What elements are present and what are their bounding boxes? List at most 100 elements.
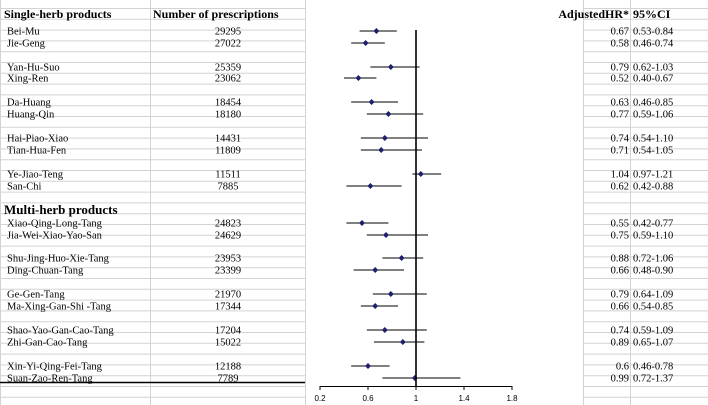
row-adjusted-hr: 0.74	[611, 134, 630, 145]
row-name: Hai-Piao-Xiao	[7, 134, 68, 145]
row-adjusted-hr: 0.77	[611, 110, 629, 121]
row-adjusted-hr: 0.71	[611, 146, 629, 157]
hr-point-marker	[387, 291, 394, 297]
row-ci: 0.65-1.07	[633, 338, 673, 349]
table-rows: Bei-Mu 29295 0.67 0.53-0.84 Jie-Geng 27022 0.5…	[7, 27, 674, 385]
hr-point-marker	[367, 183, 374, 189]
row-name: Ye-Jiao-Teng	[7, 170, 64, 181]
row-name: Yan-Hu-Suo	[7, 63, 60, 74]
hr-point-marker	[372, 267, 379, 273]
row-adjusted-hr: 0.75	[611, 231, 629, 242]
x-tick-label: 1.4	[458, 394, 470, 403]
x-tick-label: 1	[414, 394, 419, 403]
row-adjusted-hr: 0.55	[611, 219, 629, 230]
section-title-multi-herb: Multi-herb products	[4, 202, 118, 217]
row-name: Jie-Geng	[7, 39, 46, 50]
row-adjusted-hr: 0.88	[611, 254, 629, 265]
row-prescriptions: 14431	[215, 134, 241, 145]
row-name: Ma-Xing-Gan-Shi -Tang	[7, 302, 112, 313]
header-95ci: 95%CI	[633, 7, 671, 21]
hr-point-marker	[359, 220, 365, 226]
hr-point-marker	[398, 255, 405, 261]
row-prescriptions: 11809	[215, 146, 241, 157]
row-ci: 0.53-0.84	[633, 27, 674, 38]
hr-point-marker	[387, 64, 394, 70]
row-adjusted-hr: 0.89	[611, 338, 629, 349]
hr-point-marker	[378, 147, 385, 153]
hr-point-marker	[383, 232, 389, 238]
row-adjusted-hr: 0.52	[611, 74, 629, 85]
x-tick-label: 0.2	[314, 394, 326, 403]
x-tick-label: 1.8	[506, 394, 518, 403]
row-adjusted-hr: 0.79	[611, 63, 629, 74]
row-name: Xiao-Qing-Long-Tang	[7, 219, 103, 230]
hr-point-marker	[411, 375, 418, 381]
hr-point-marker	[372, 303, 379, 309]
hr-point-marker	[417, 171, 424, 177]
row-ci: 0.48-0.90	[633, 266, 673, 277]
hr-point-marker	[385, 111, 392, 117]
row-adjusted-hr: 0.58	[611, 39, 629, 50]
row-name: Jia-Wei-Xiao-Yao-San	[7, 231, 103, 242]
row-adjusted-hr: 0.66	[611, 302, 629, 313]
row-prescriptions: 18454	[215, 98, 242, 109]
row-ci: 0.46-0.85	[633, 98, 673, 109]
row-adjusted-hr: 0.6	[616, 362, 629, 373]
row-ci: 0.59-1.06	[633, 110, 673, 121]
row-name: Shu-Jing-Huo-Xie-Tang	[7, 254, 110, 265]
row-adjusted-hr: 0.67	[611, 27, 629, 38]
row-ci: 0.54-1.05	[633, 146, 673, 157]
row-ci: 0.59-1.09	[633, 326, 673, 337]
row-prescriptions: 25359	[215, 63, 241, 74]
row-prescriptions: 23399	[215, 266, 241, 277]
forest-plot: 0.2 0.6 1 1.4 1.8	[0, 28, 518, 403]
header-product: Single-herb products	[4, 7, 112, 21]
row-prescriptions: 23062	[215, 74, 241, 85]
row-adjusted-hr: 0.62	[611, 182, 629, 193]
row-ci: 0.97-1.21	[633, 170, 673, 181]
row-ci: 0.42-0.77	[633, 219, 673, 230]
row-name: Da-Huang	[7, 98, 51, 109]
header-adjusted-hr: AdjustedHR*	[558, 7, 629, 21]
row-name: Xin-Yi-Qing-Fei-Tang	[7, 362, 103, 373]
row-adjusted-hr: 0.99	[611, 374, 629, 385]
row-prescriptions: 29295	[215, 27, 241, 38]
row-ci: 0.64-1.09	[633, 290, 673, 301]
row-prescriptions: 7789	[218, 374, 239, 385]
row-name: Bei-Mu	[7, 27, 40, 38]
row-prescriptions: 15022	[215, 338, 241, 349]
row-name: San-Chi	[7, 182, 42, 193]
row-prescriptions: 11511	[215, 170, 240, 181]
row-name: Zhi-Gan-Cao-Tang	[7, 338, 88, 349]
hr-point-marker	[368, 99, 375, 105]
row-prescriptions: 24823	[215, 219, 241, 230]
row-name: Suan-Zao-Ren-Tang	[7, 374, 93, 385]
row-prescriptions: 21970	[215, 290, 241, 301]
row-name: Ding-Chuan-Tang	[7, 266, 84, 277]
row-prescriptions: 24629	[215, 231, 241, 242]
row-prescriptions: 17344	[215, 302, 242, 313]
row-ci: 0.42-0.88	[633, 182, 673, 193]
row-name: Shao-Yao-Gan-Cao-Tang	[7, 326, 114, 337]
row-ci: 0.62-1.03	[633, 63, 673, 74]
row-ci: 0.46-0.78	[633, 362, 673, 373]
hr-point-marker	[355, 75, 362, 81]
hr-point-marker	[381, 135, 388, 141]
row-adjusted-hr: 0.74	[611, 326, 630, 337]
row-ci: 0.46-0.74	[633, 39, 674, 50]
row-adjusted-hr: 0.66	[611, 266, 629, 277]
row-name: Xing-Ren	[7, 74, 49, 85]
hr-point-marker	[381, 327, 388, 333]
row-adjusted-hr: 1.04	[611, 170, 630, 181]
row-ci: 0.40-0.67	[633, 74, 673, 85]
row-ci: 0.72-1.06	[633, 254, 673, 265]
row-prescriptions: 18180	[215, 110, 241, 121]
row-name: Huang-Qin	[7, 110, 55, 121]
row-adjusted-hr: 0.63	[611, 98, 629, 109]
row-name: Ge-Gen-Tang	[7, 290, 65, 301]
row-prescriptions: 7885	[218, 182, 239, 193]
row-prescriptions: 12188	[215, 362, 241, 373]
row-ci: 0.59-1.10	[633, 231, 673, 242]
